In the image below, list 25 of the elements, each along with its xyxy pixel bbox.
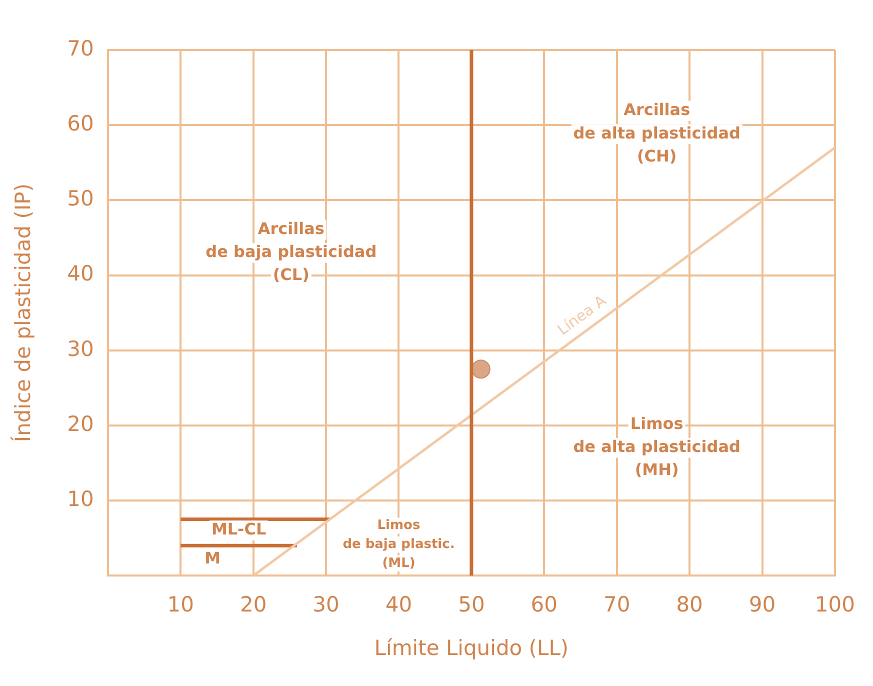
- x-tick-label: 30: [312, 592, 340, 617]
- x-tick-label: 20: [240, 592, 267, 617]
- x-axis-title: Límite Liquido (LL): [374, 636, 569, 660]
- x-tick-label: 70: [603, 592, 630, 617]
- annotation: Arcillas de alta plasticidad (CH): [573, 100, 740, 166]
- annotation: Limos de alta plasticidad (MH): [573, 414, 740, 480]
- x-tick-label: 100: [814, 592, 856, 617]
- y-tick-label: 60: [67, 112, 94, 136]
- x-tick-label: 10: [167, 592, 194, 617]
- annotation: ML-CL: [211, 520, 266, 539]
- y-tick-label: 20: [67, 412, 94, 436]
- x-tick-label: 90: [748, 592, 776, 617]
- y-tick-label: 40: [67, 262, 94, 286]
- y-tick-label: 70: [67, 36, 94, 60]
- y-axis-title: Índice de plasticidad (IP): [10, 183, 36, 442]
- y-tick-label: 50: [67, 186, 94, 211]
- annotation: Arcillas de baja plasticidad (CL): [206, 218, 377, 284]
- annotation: M: [204, 548, 221, 568]
- y-tick-label: 10: [67, 486, 94, 511]
- annotation: Limos de baja plastic. (ML): [342, 518, 455, 571]
- x-tick-label: 80: [676, 592, 703, 617]
- x-tick-label: 50: [458, 592, 485, 617]
- y-tick-label: 30: [67, 336, 94, 361]
- x-tick-label: 40: [385, 592, 412, 617]
- x-tick-label: 60: [530, 592, 558, 617]
